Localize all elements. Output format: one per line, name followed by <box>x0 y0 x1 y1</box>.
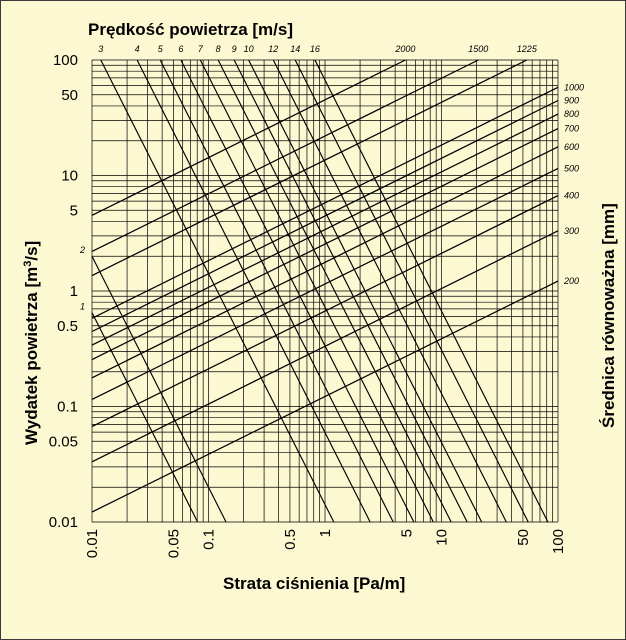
velocity-label-6: 6 <box>178 44 183 54</box>
diameter-label-300: 300 <box>564 226 579 236</box>
diameter-label-200: 200 <box>563 276 579 286</box>
velocity-line-16 <box>314 59 549 523</box>
x-axis-title: Strata ciśnienia [Pa/m] <box>223 574 405 593</box>
grid-lines <box>91 59 559 523</box>
diameter-line-1000 <box>91 86 559 319</box>
diameter-line-800 <box>91 113 559 346</box>
velocity-line-14 <box>294 59 529 523</box>
x-tick-label: 0.05 <box>165 529 182 558</box>
data-lines <box>91 59 559 523</box>
y-axis-title: Wydatek powietrza [m3/s] <box>22 241 41 445</box>
diameter-label-700: 700 <box>564 124 579 134</box>
velocity-label-12: 12 <box>268 44 278 54</box>
velocity-label-3: 3 <box>98 44 103 54</box>
diameter-line-200 <box>91 280 559 513</box>
velocity-label-1: 1 <box>80 302 85 312</box>
velocity-label-2: 2 <box>79 245 85 255</box>
diameter-line-1500 <box>91 59 479 253</box>
diameter-label-1000: 1000 <box>564 82 584 92</box>
velocity-label-10: 10 <box>244 44 254 54</box>
velocity-line-2 <box>91 255 227 523</box>
velocity-label-5: 5 <box>158 44 164 54</box>
velocity-label-7: 7 <box>198 44 204 54</box>
x-tick-label: 100 <box>550 529 567 554</box>
x-tick-label: 5 <box>398 529 415 537</box>
diameter-label-800: 800 <box>564 109 579 119</box>
y-tick-label: 5 <box>70 202 78 219</box>
x-tick-label: 10 <box>434 529 451 546</box>
velocity-line-7 <box>199 59 434 523</box>
x-tick-label: 50 <box>515 529 532 546</box>
x-tick-label: 0.5 <box>282 529 299 550</box>
diameter-line-2000 <box>91 59 406 216</box>
velocity-line-4 <box>136 59 371 523</box>
velocity-line-9 <box>233 59 468 523</box>
top-axis-title: Prędkość powietrza [m/s] <box>88 20 293 39</box>
line-labels: 123 4 5 6 7 8 9 10 12 14 1620030040050060070080090… <box>79 44 584 312</box>
diameter-label-400: 400 <box>564 191 579 201</box>
diameter-line-500 <box>91 167 559 401</box>
diameter-label-2000: 2000 <box>394 44 415 54</box>
diameter-line-300 <box>91 230 559 463</box>
y-tick-label: 50 <box>61 87 78 104</box>
diameter-line-600 <box>91 146 559 379</box>
velocity-line-1 <box>91 312 199 523</box>
velocity-line-6 <box>180 59 415 523</box>
diameter-label-900: 900 <box>564 96 579 106</box>
diameter-label-1500: 1500 <box>468 44 488 54</box>
y-tick-label: 0.01 <box>49 514 78 531</box>
y-tick-label: 100 <box>53 52 78 69</box>
y-axis-title-superscript: 3 <box>22 261 34 267</box>
diameter-line-1225 <box>91 59 528 277</box>
y-tick-label: 0.05 <box>49 433 78 450</box>
diameter-label-600: 600 <box>564 142 579 152</box>
y-axis-title-part1: Wydatek powietrza [m <box>22 267 41 445</box>
y-tick-label: 0.1 <box>57 399 78 416</box>
velocity-label-14: 14 <box>290 44 300 54</box>
velocity-line-5 <box>159 59 394 523</box>
velocity-line-3 <box>100 59 335 523</box>
right-axis-title: Średnica równoważna [mm] <box>599 203 618 428</box>
diameter-label-1225: 1225 <box>517 44 538 54</box>
velocity-label-8: 8 <box>216 44 221 54</box>
velocity-line-8 <box>217 59 452 523</box>
y-tick-label: 0.5 <box>57 318 78 335</box>
velocity-label-4: 4 <box>135 44 140 54</box>
velocity-label-16: 16 <box>310 44 320 54</box>
diameter-line-900 <box>91 99 559 333</box>
diameter-label-500: 500 <box>564 163 579 173</box>
diameter-line-700 <box>91 127 559 361</box>
velocity-line-12 <box>272 59 507 523</box>
velocity-label-9: 9 <box>232 44 237 54</box>
diameter-line-400 <box>91 195 559 428</box>
y-tick-label: 10 <box>61 168 78 185</box>
x-tick-label: 0.01 <box>84 529 101 558</box>
x-tick-label: 0.1 <box>201 529 218 550</box>
x-tick-label: 1 <box>317 529 334 537</box>
y-axis-title-part2: /s] <box>22 241 41 261</box>
y-tick-label: 1 <box>70 283 78 300</box>
